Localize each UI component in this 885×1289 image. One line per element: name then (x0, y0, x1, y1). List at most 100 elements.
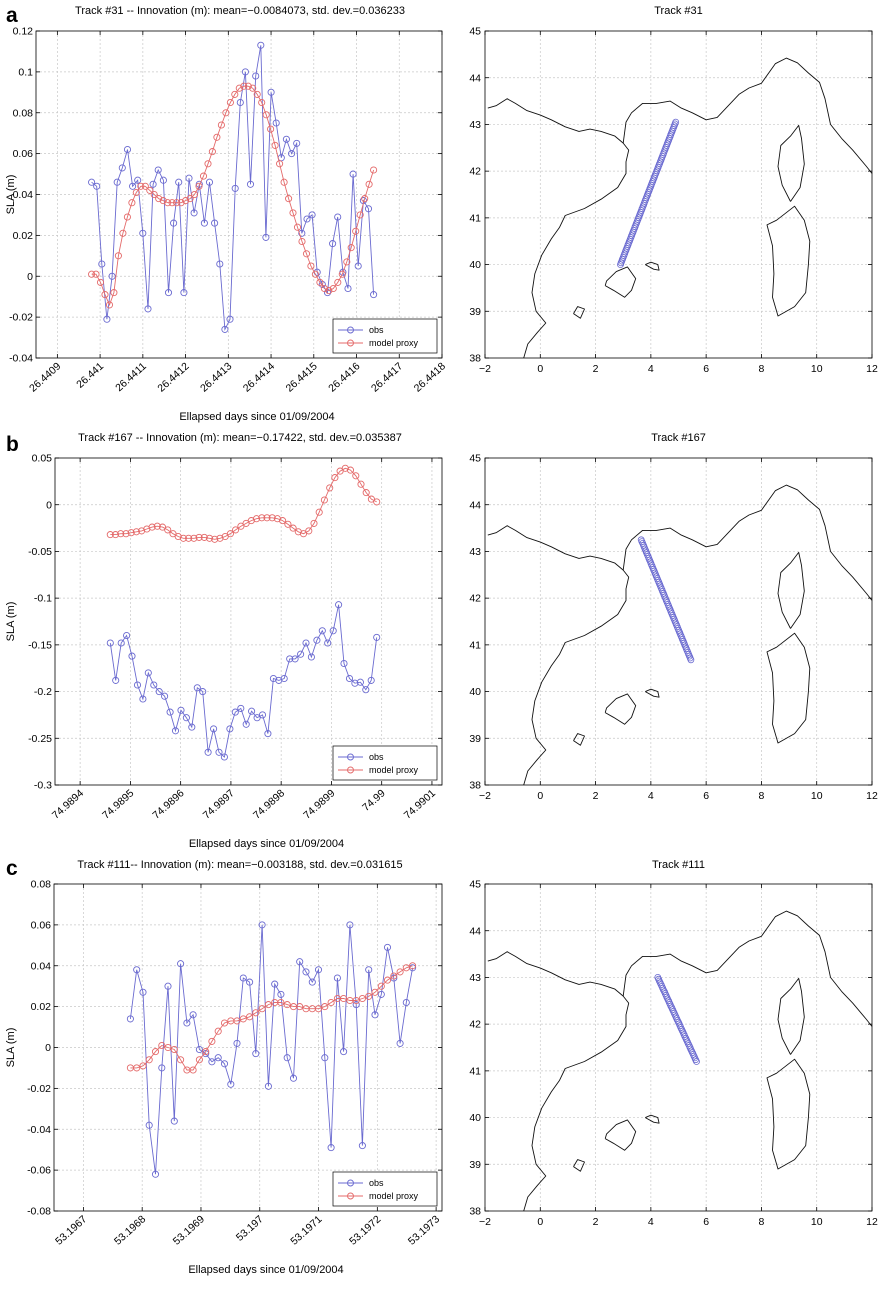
data-point-obs (170, 219, 178, 227)
data-point-model (164, 199, 172, 207)
coastline (604, 693, 637, 725)
data-point-obs (177, 960, 185, 968)
track-point (693, 1058, 700, 1065)
data-point-obs (93, 182, 101, 190)
chart-title: Track #31 -- Innovation (m): mean=−0.008… (75, 5, 405, 17)
y-tick-label: 40 (469, 1112, 481, 1124)
data-point-model (279, 517, 287, 525)
data-point-obs (246, 978, 254, 986)
data-point-obs (175, 178, 183, 186)
data-point-model (233, 1017, 241, 1025)
data-point-model (159, 197, 167, 205)
x-tick-label: 26.441 (74, 360, 106, 391)
x-tick-label: 26.4409 (27, 360, 63, 394)
y-tick-label: 38 (469, 780, 481, 792)
data-point-obs (335, 601, 343, 609)
data-point-model (280, 178, 288, 186)
data-point-obs (118, 164, 126, 172)
data-point-model (267, 125, 275, 133)
coastline (766, 1058, 811, 1170)
data-point-obs (231, 708, 239, 716)
data-point-obs (171, 727, 180, 735)
axes-frame (484, 457, 873, 786)
data-point-obs (231, 184, 239, 192)
data-point-model (311, 270, 319, 278)
data-point-obs (190, 209, 198, 217)
data-point-model (334, 278, 342, 286)
data-point-obs (154, 166, 162, 174)
x-tick-label: 12 (866, 363, 878, 375)
data-point-obs (248, 707, 256, 715)
data-point-model (373, 498, 381, 506)
data-point-obs (133, 966, 141, 974)
data-point-obs (257, 41, 265, 49)
data-point-model (222, 109, 230, 117)
data-point-model (314, 1005, 323, 1013)
data-point-model (217, 121, 225, 129)
data-point-obs (183, 1019, 191, 1027)
data-point-model (268, 514, 276, 522)
data-point-obs (352, 1001, 360, 1009)
data-point-model (327, 998, 335, 1007)
data-point-obs (365, 966, 373, 974)
data-point-model (283, 1001, 291, 1009)
data-point-model (208, 1037, 216, 1045)
data-point-model (150, 190, 158, 199)
x-tick-label: 74.9896 (150, 787, 186, 821)
data-point-model (263, 514, 271, 522)
data-point-obs (164, 289, 173, 297)
map-title: Track #111 (652, 859, 705, 871)
data-point-model (377, 982, 385, 990)
legend-marker-obs (347, 753, 354, 761)
data-point-model (145, 1056, 153, 1064)
data-point-model (92, 270, 100, 278)
y-tick-label: 0.04 (13, 189, 34, 201)
data-point-model (258, 1005, 266, 1013)
data-point-obs (159, 176, 167, 184)
coastline (487, 951, 630, 1212)
data-point-obs (129, 182, 137, 190)
x-tick-label: −2 (479, 1216, 491, 1228)
data-point-model (173, 199, 181, 207)
data-point-obs (329, 240, 337, 248)
data-point-model (320, 284, 328, 293)
data-point-obs (139, 695, 147, 703)
track-map-a: 38 39 40 41 42 43 44 45 −2 0 2 4 6 8 10 12 Track #31 (469, 5, 878, 375)
x-tick-label: 6 (703, 1216, 709, 1228)
data-point-obs (221, 325, 229, 333)
data-point-model (177, 199, 185, 207)
data-point-model (190, 190, 199, 199)
x-tick-label: 26.4412 (155, 360, 191, 394)
legend-marker-model (347, 766, 354, 774)
data-point-model (252, 515, 261, 523)
data-point-obs (215, 748, 223, 756)
y-tick-label: -0.2 (34, 686, 52, 698)
data-point-obs (313, 636, 321, 644)
data-point-model (302, 250, 311, 258)
data-point-obs (377, 990, 385, 998)
panel-letter-a: a (6, 4, 18, 27)
coastline (777, 124, 805, 202)
data-point-obs (370, 291, 378, 299)
series-line-obs (129, 924, 414, 1175)
data-point-model (164, 526, 172, 534)
data-point-model (211, 535, 219, 543)
data-point-model (133, 1064, 141, 1072)
data-point-obs (307, 653, 315, 661)
data-point-obs (166, 708, 174, 716)
data-point-obs (182, 714, 190, 722)
data-point-model (320, 496, 328, 504)
data-point-model (316, 278, 324, 286)
x-tick-label: 74.9894 (50, 787, 86, 821)
chart-title: Track #167 -- Innovation (m): mean=−0.17… (78, 432, 402, 444)
data-point-model (119, 229, 127, 237)
legend-box (332, 1171, 438, 1207)
coastline (777, 977, 805, 1055)
y-tick-label: 41 (469, 1065, 481, 1077)
x-tick-label: 74.9898 (251, 787, 287, 821)
x-axis-label: Ellapsed days since 01/09/2004 (189, 838, 344, 850)
x-tick-label: 8 (759, 1216, 765, 1228)
data-point-model (271, 141, 279, 149)
data-point-obs (351, 679, 359, 687)
data-point-obs (302, 968, 310, 976)
